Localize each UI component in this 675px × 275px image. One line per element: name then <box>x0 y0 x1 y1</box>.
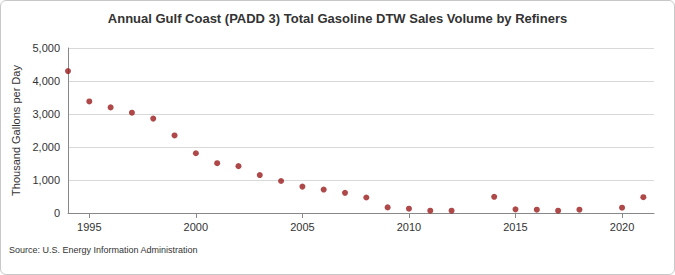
svg-text:Thousand Gallons per Day: Thousand Gallons per Day <box>10 65 22 196</box>
svg-text:0: 0 <box>54 207 60 219</box>
svg-text:1,000: 1,000 <box>32 174 60 186</box>
svg-text:1995: 1995 <box>77 221 101 233</box>
svg-text:Source: U.S. Energy Informatio: Source: U.S. Energy Information Administ… <box>9 245 198 255</box>
svg-text:2000: 2000 <box>184 221 208 233</box>
svg-text:Annual Gulf Coast (PADD 3) Tot: Annual Gulf Coast (PADD 3) Total Gasolin… <box>108 11 567 26</box>
svg-text:2020: 2020 <box>610 221 634 233</box>
svg-text:3,000: 3,000 <box>32 108 60 120</box>
svg-text:2005: 2005 <box>290 221 314 233</box>
svg-text:2,000: 2,000 <box>32 141 60 153</box>
svg-text:2015: 2015 <box>503 221 527 233</box>
svg-text:5,000: 5,000 <box>32 42 60 54</box>
svg-text:4,000: 4,000 <box>32 75 60 87</box>
svg-text:2010: 2010 <box>397 221 421 233</box>
